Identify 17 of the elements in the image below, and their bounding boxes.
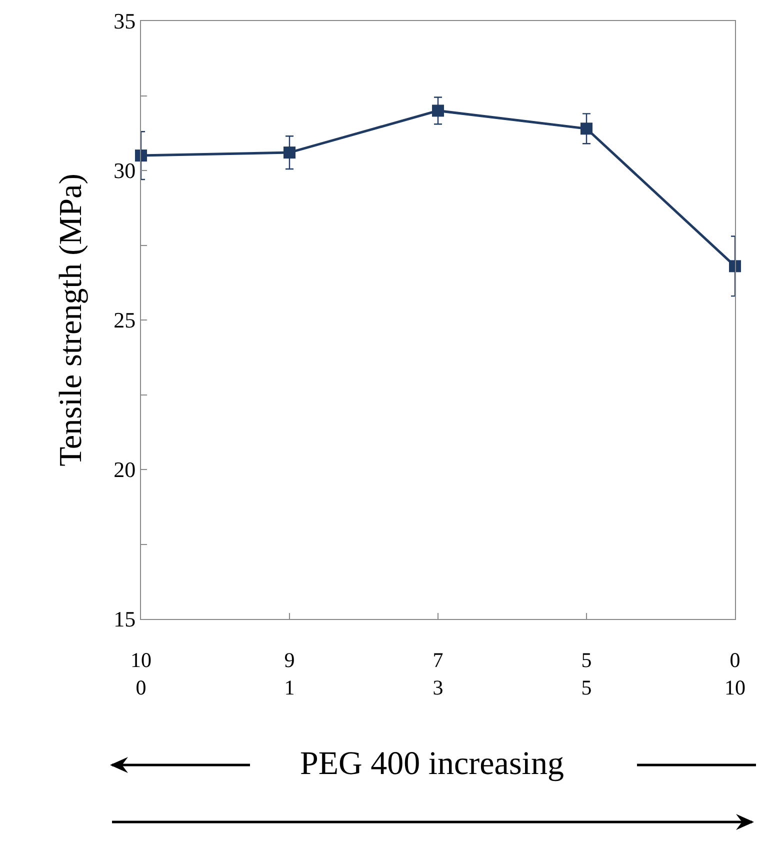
point	[729, 260, 741, 272]
y-tick-label: 30	[114, 158, 136, 184]
text: PEG 400 increasing	[300, 746, 564, 782]
x-tick-label: 0 10	[724, 648, 746, 700]
y-axis-title: Tensile strength (MPa)	[52, 174, 88, 466]
point	[284, 146, 296, 159]
y-tick-label: 15	[114, 606, 136, 632]
point	[580, 122, 592, 135]
point	[432, 104, 444, 117]
y-tick-label: 25	[114, 308, 136, 333]
x-tick-label: 10 0	[130, 648, 152, 700]
x-tick-label: 5 5	[581, 648, 592, 700]
x-tick-label: 7 3	[432, 648, 444, 700]
y-tick-label: 35	[114, 8, 136, 34]
y-tick-label: 20	[114, 457, 136, 482]
point	[135, 150, 147, 162]
x-tick-label: 9 1	[284, 648, 295, 700]
